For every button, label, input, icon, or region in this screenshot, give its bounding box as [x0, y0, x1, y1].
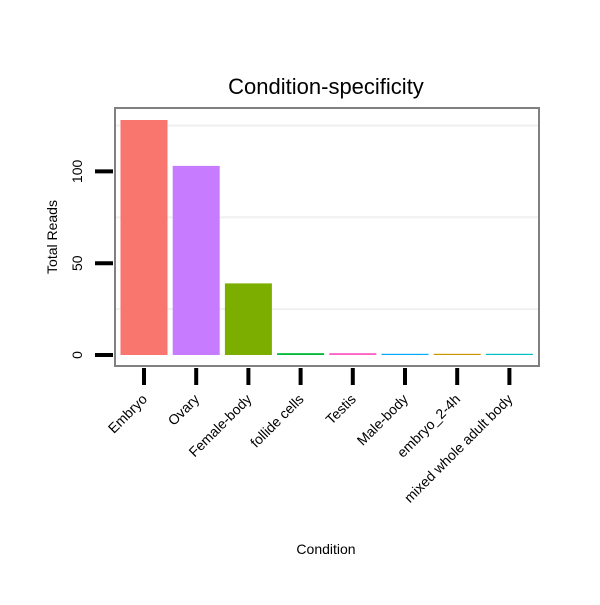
- x-tick-label: Embryo: [105, 391, 151, 437]
- bar-testis: [329, 353, 377, 355]
- y-axis-label: Total Reads: [44, 200, 60, 274]
- x-tick-label: Testis: [322, 391, 359, 428]
- x-tick-label: mixed whole adult body: [401, 391, 516, 506]
- bar-embryo-2-4h: [433, 353, 481, 355]
- plot-panel-border: [114, 107, 540, 367]
- bar-follide-cells: [277, 353, 325, 355]
- bar-embryo: [120, 120, 168, 355]
- x-axis-label: Condition: [296, 541, 355, 557]
- bar-ovary: [172, 165, 220, 355]
- bar-layer: [120, 120, 533, 355]
- chart-title: Condition-specificity: [228, 74, 424, 99]
- bar-male-body: [381, 353, 429, 355]
- bar-female-body: [224, 283, 272, 355]
- bar-mixed-whole-adult-body: [485, 353, 533, 355]
- y-tick-label: 50: [69, 255, 85, 271]
- y-tick-label: 100: [69, 160, 85, 184]
- x-tick-label: follide cells: [247, 391, 307, 451]
- y-tick-label: 0: [69, 351, 85, 359]
- y-axis: 0 50 100: [69, 160, 113, 359]
- x-tick-label: Ovary: [165, 391, 203, 429]
